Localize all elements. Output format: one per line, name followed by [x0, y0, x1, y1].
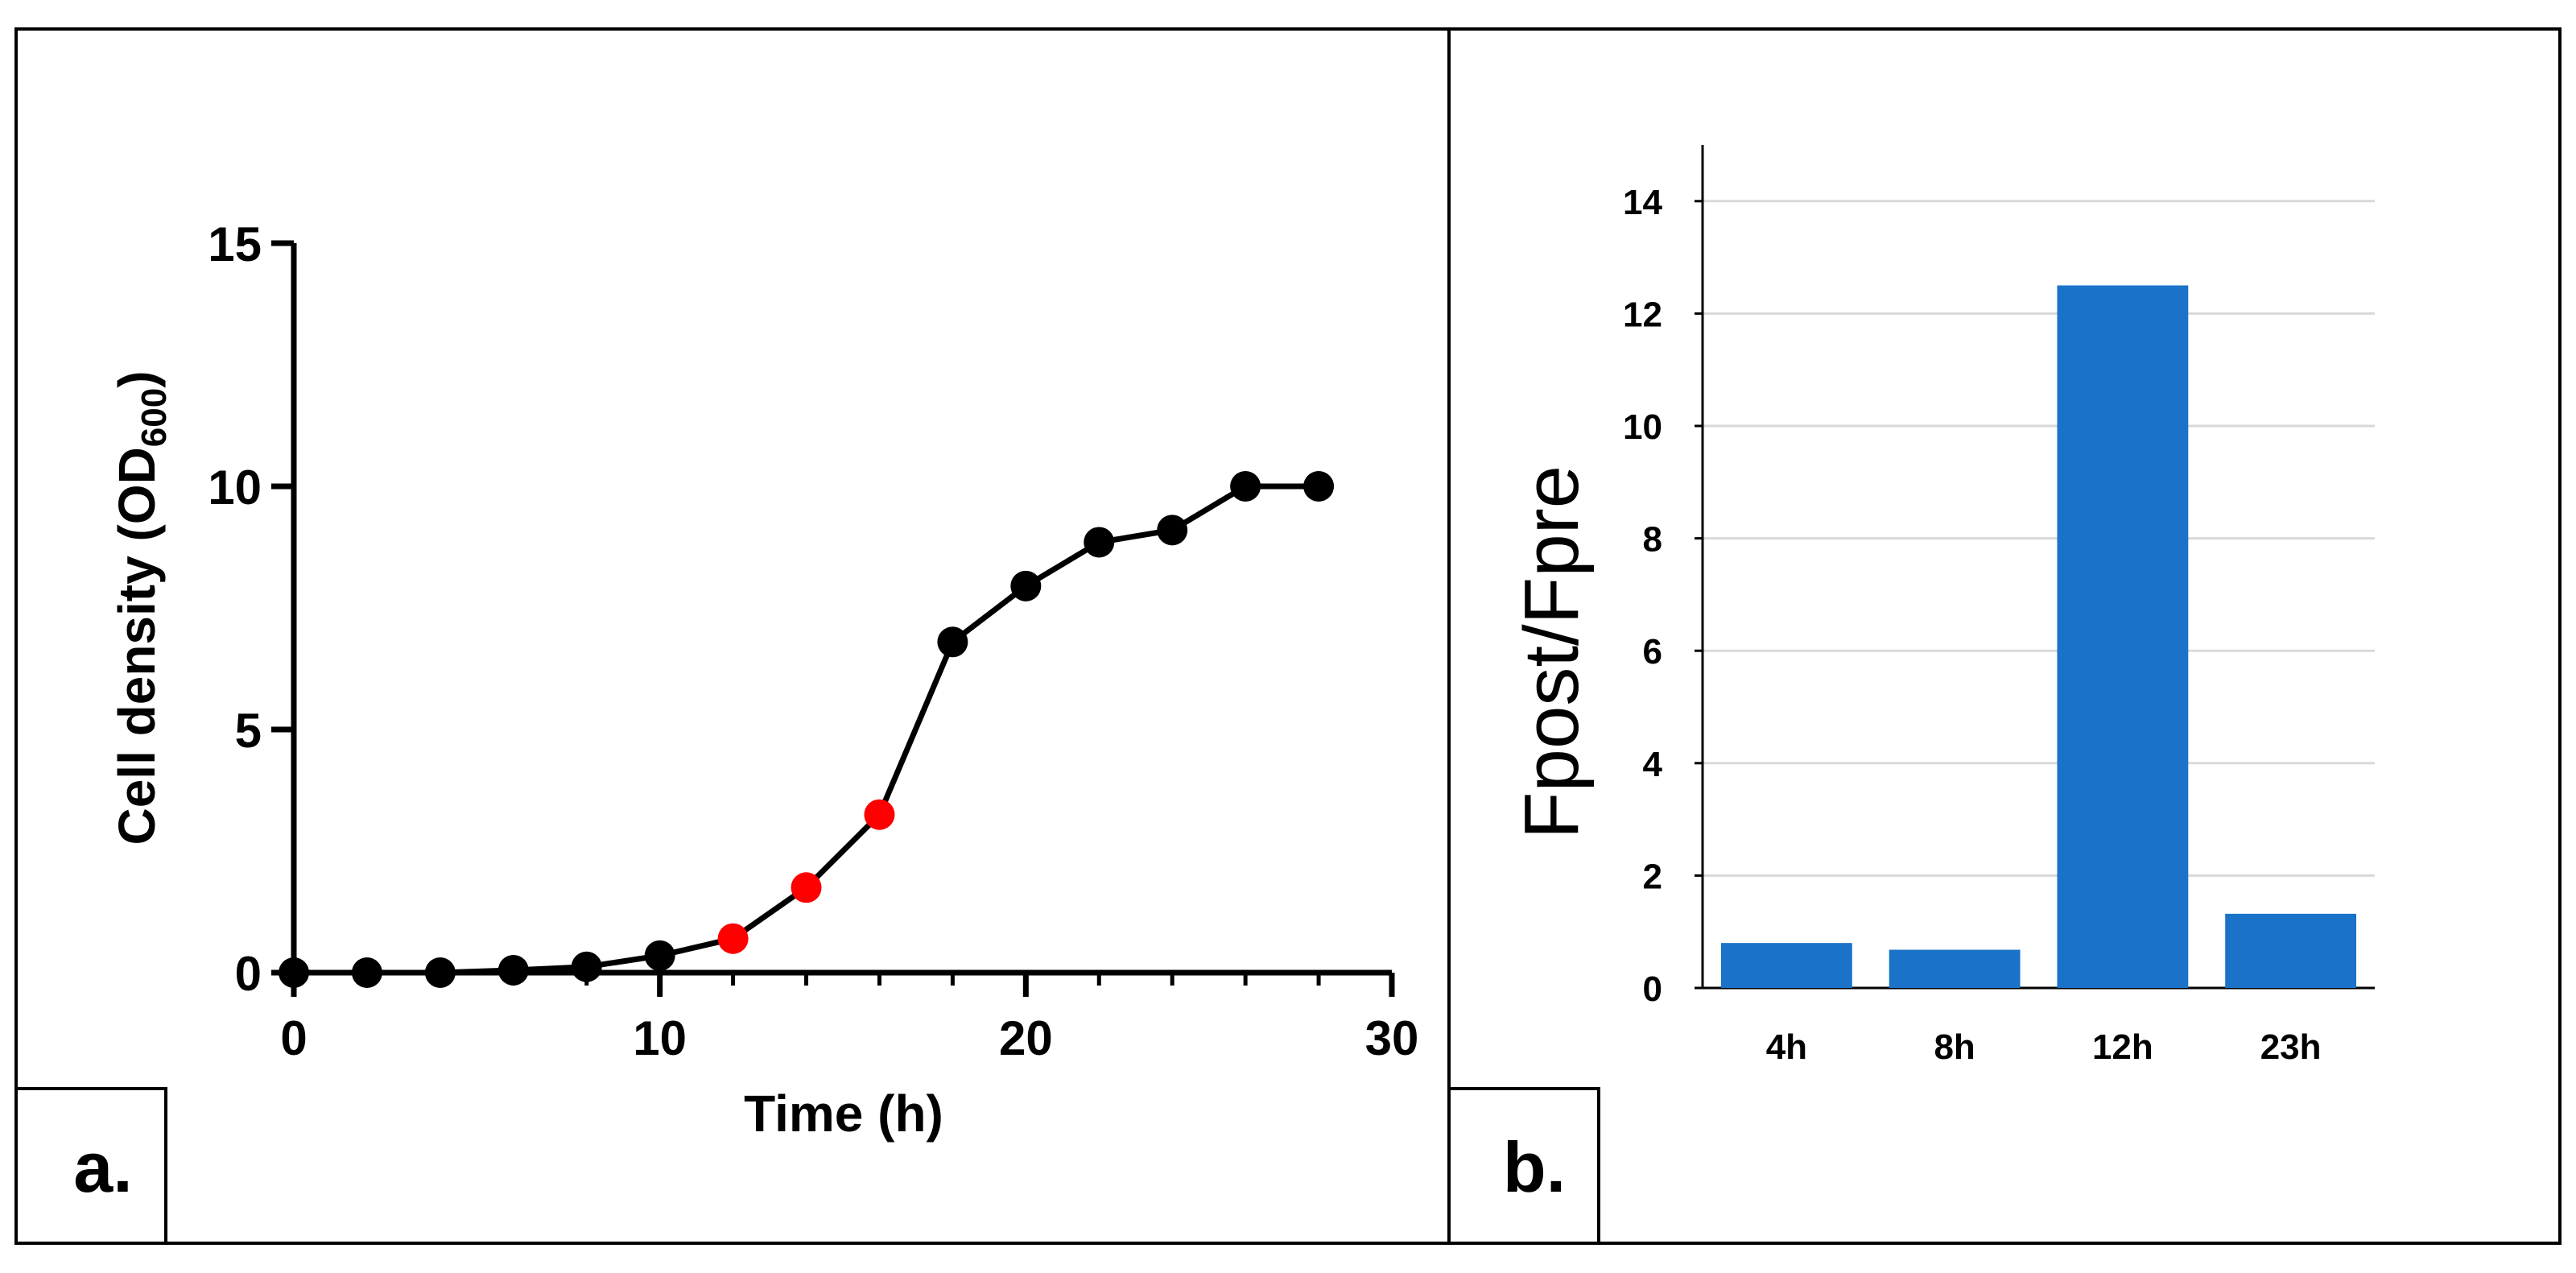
panel-b-label-box [1447, 1087, 1600, 1245]
chart-b-y-tick-label: 6 [1643, 632, 1662, 672]
chart-a-y-axis-title-close: ) [108, 370, 166, 387]
chart-b-x-tick-label: 8h [1934, 1027, 1975, 1067]
chart-a-x-tick-label: 30 [1365, 1011, 1419, 1065]
chart-a-y-tick-label: 15 [208, 217, 262, 271]
chart-a-point-highlighted [791, 872, 822, 903]
panel-b-frame [1447, 27, 2562, 1245]
chart-b-y-tick-label: 4 [1643, 745, 1663, 784]
chart-b-y-tick-label: 14 [1623, 183, 1662, 222]
chart-a-growth-curve: 0 5 10 15 0 10 20 30 Time (h) Cell density (OD… [108, 217, 1418, 1143]
chart-a-point [424, 957, 456, 988]
chart-b-x-tick-label: 4h [1766, 1027, 1807, 1067]
panel-a-label-box [14, 1087, 167, 1245]
chart-a-point [279, 957, 309, 988]
chart-a-y-tick-label: 0 [235, 947, 262, 1001]
chart-b-y-tick-label: 10 [1623, 407, 1662, 447]
chart-a-point [1157, 515, 1188, 546]
chart-b-bar [2225, 913, 2357, 988]
chart-b-y-tick-label: 8 [1643, 520, 1662, 560]
chart-b-y-axis-title: Fpost/Fpre [1509, 465, 1595, 839]
chart-a-point-highlighted [864, 799, 895, 830]
chart-a-y-axis-title-main: Cell density (OD [108, 447, 166, 845]
chart-a-x-tick-label: 20 [999, 1011, 1053, 1065]
chart-a-y-tick-label: 10 [208, 461, 262, 515]
chart-b-bar [2057, 285, 2189, 988]
chart-b-y-tick-label: 12 [1623, 295, 1662, 334]
chart-a-point [1303, 471, 1335, 502]
chart-a-point [1230, 471, 1261, 502]
chart-a-point [571, 951, 602, 982]
panel-a-label: a. [73, 1127, 132, 1207]
chart-b-x-tick-label: 23h [2260, 1027, 2322, 1067]
chart-a-point-highlighted [717, 923, 749, 954]
chart-a-x-tick-label: 10 [633, 1011, 687, 1065]
chart-a-point [937, 626, 968, 658]
chart-a-point [351, 957, 382, 988]
chart-a-point [644, 940, 675, 971]
chart-b-y-tick-label: 2 [1643, 857, 1662, 896]
chart-b-bar [1889, 949, 2021, 988]
chart-a-point [1010, 570, 1042, 601]
chart-a-point [497, 954, 529, 986]
chart-a-y-tick-label: 5 [235, 704, 262, 758]
chart-a-y-axis-title-subscript: 600 [134, 388, 174, 447]
chart-b-y-tick-label: 0 [1643, 969, 1662, 1009]
chart-a-y-axis-title: Cell density (OD600) [108, 370, 174, 845]
panel-b-label: b. [1503, 1127, 1566, 1207]
chart-b-bar-chart: 0 2 4 6 8 10 12 14 4h 8h 12h 23h Fpost/Fpre [1509, 145, 2375, 1067]
panel-a-frame [14, 27, 1451, 1245]
chart-a-x-axis-title: Time (h) [744, 1085, 943, 1143]
chart-a-x-tick-label: 0 [280, 1011, 307, 1065]
chart-b-bar [1720, 943, 1852, 988]
chart-b-x-tick-label: 12h [2092, 1027, 2153, 1067]
chart-a-point [1084, 527, 1115, 558]
